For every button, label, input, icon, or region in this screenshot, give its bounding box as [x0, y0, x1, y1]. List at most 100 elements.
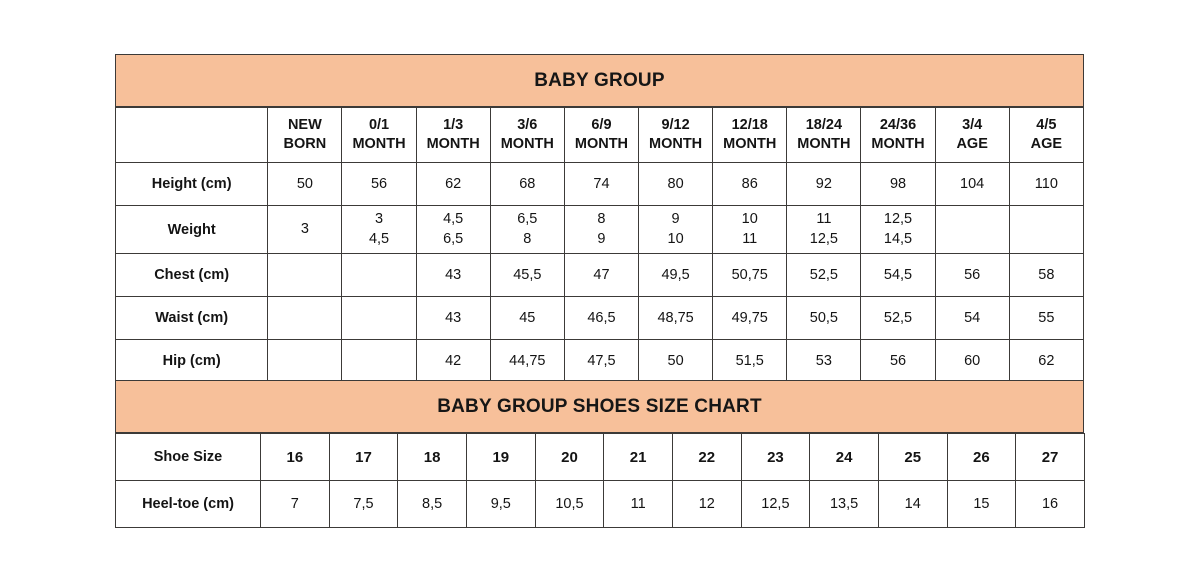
cell-value-line2: 11 [742, 230, 758, 247]
cell-shoe-size-19: 19 [465, 433, 536, 481]
column-header-24-36-month: 24/36 MONTH [860, 107, 936, 163]
column-header-line2: MONTH [871, 136, 925, 152]
cell-weight-3-6: 6,5 8 [489, 205, 565, 254]
cell-shoe-size-23: 23 [740, 433, 811, 481]
cell-heel-toe-24: 13,5 [809, 480, 879, 528]
cell-heel-toe-19: 9,5 [465, 480, 536, 528]
shoes-size-table: Shoe Size 16 17 18 19 20 21 22 23 24 25 … [115, 433, 1085, 528]
cell-shoe-size-24: 24 [809, 433, 879, 481]
cell-hip-3-4-age: 60 [934, 339, 1010, 383]
column-header-line1: 9/12 [661, 116, 690, 133]
cell-waist-newborn [267, 296, 343, 340]
cell-chest-4-5-age: 58 [1008, 253, 1085, 297]
column-header-newborn: NEW BORN [267, 107, 343, 163]
cell-height-3-4-age: 104 [934, 162, 1010, 206]
cell-height-4-5-age: 110 [1008, 162, 1085, 206]
cell-value-line1: 9 [671, 211, 680, 228]
cell-heel-toe-18: 8,5 [397, 480, 467, 528]
cell-chest-1-3: 43 [415, 253, 491, 297]
cell-weight-3-4-age [934, 205, 1010, 254]
cell-value-line1: 11 [816, 211, 832, 228]
cell-hip-12-18: 51,5 [712, 339, 788, 383]
cell-weight-4-5-age [1008, 205, 1085, 254]
cell-value-line2: 8 [523, 230, 532, 247]
cell-waist-24-36: 52,5 [860, 296, 936, 340]
cell-heel-toe-25: 14 [877, 480, 948, 528]
cell-value-line2: 14,5 [883, 230, 913, 247]
column-header-line1: 0/1 [368, 116, 390, 133]
cell-heel-toe-20: 10,5 [534, 480, 605, 528]
cell-weight-9-12: 9 10 [638, 205, 714, 254]
row-label-weight: Weight [114, 205, 269, 254]
cell-heel-toe-17: 7,5 [328, 480, 399, 528]
cell-value-line1: 3 [374, 211, 384, 228]
column-header-1-3-month: 1/3 MONTH [415, 107, 491, 163]
column-header-6-9-month: 6/9 MONTH [563, 107, 640, 163]
table-row: Hip (cm) 42 44,75 47,5 50 51,5 53 56 60 … [114, 339, 1085, 383]
cell-chest-24-36: 54,5 [860, 253, 936, 297]
cell-weight-24-36: 12,5 14,5 [860, 205, 936, 254]
cell-chest-12-18: 50,75 [712, 253, 788, 297]
row-label-shoe-size: Shoe Size [115, 433, 261, 481]
cell-weight-6-9: 8 9 [563, 205, 640, 254]
cell-waist-9-12: 48,75 [638, 296, 714, 340]
cell-weight-1-3: 4,5 6,5 [415, 205, 491, 254]
cell-waist-3-4-age: 54 [934, 296, 1010, 340]
cell-height-18-24: 92 [786, 162, 862, 206]
cell-hip-newborn [267, 339, 343, 383]
cell-chest-6-9: 47 [563, 253, 640, 297]
cell-value-line1: 12,5 [883, 211, 913, 228]
cell-hip-18-24: 53 [786, 339, 862, 383]
cell-chest-18-24: 52,5 [786, 253, 862, 297]
column-header-line2: MONTH [797, 136, 851, 152]
cell-chest-3-4-age: 56 [934, 253, 1010, 297]
cell-chest-0-1 [341, 253, 417, 297]
cell-hip-4-5-age: 62 [1008, 339, 1085, 383]
row-label-waist: Waist (cm) [114, 296, 269, 340]
cell-chest-newborn [267, 253, 343, 297]
column-header-line1: 4/5 [1036, 116, 1057, 133]
table-row: Shoe Size 16 17 18 19 20 21 22 23 24 25 … [115, 433, 1085, 481]
cell-value-line1: 10 [741, 211, 758, 228]
cell-value-line2: 4,5 [368, 230, 390, 247]
baby-group-title-bar: BABY GROUP [115, 54, 1084, 107]
cell-waist-0-1 [341, 296, 417, 340]
cell-height-3-6: 68 [489, 162, 565, 206]
cell-height-9-12: 80 [638, 162, 714, 206]
table-row: Weight 3 3 4,5 4,5 6,5 6,5 8 [114, 205, 1085, 254]
column-header-line2: BORN [283, 136, 327, 152]
cell-height-newborn: 50 [267, 162, 343, 206]
column-header-line1: 24/36 [879, 116, 917, 133]
column-header-line2: AGE [1030, 136, 1063, 152]
column-header-0-1-month: 0/1 MONTH [341, 107, 417, 163]
baby-group-chart-block: BABY GROUP NEW BORN 0/1 MONTH [114, 54, 1085, 383]
table-row: Waist (cm) 43 45 46,5 48,75 49,75 50,5 5… [114, 296, 1085, 340]
column-header-line2: MONTH [723, 136, 777, 152]
column-header-line1: 1/3 [443, 116, 464, 133]
cell-shoe-size-26: 26 [946, 433, 1017, 481]
cell-value-line2: 10 [667, 230, 684, 247]
table-row: Height (cm) 50 56 62 68 74 80 86 92 98 1… [114, 162, 1085, 206]
cell-hip-6-9: 47,5 [563, 339, 640, 383]
column-header-12-18-month: 12/18 MONTH [712, 107, 788, 163]
cell-shoe-size-27: 27 [1015, 433, 1085, 481]
cell-value-line1: 8 [597, 211, 606, 228]
cell-shoe-size-22: 22 [671, 433, 742, 481]
cell-weight-18-24: 11 12,5 [786, 205, 862, 254]
cell-hip-3-6: 44,75 [489, 339, 565, 383]
cell-value-line1: 3 [300, 220, 309, 237]
table-row: Heel-toe (cm) 7 7,5 8,5 9,5 10,5 11 12 1… [115, 480, 1085, 528]
column-header-4-5-age: 4/5 AGE [1008, 107, 1085, 163]
column-header-line1: 3/4 [962, 116, 983, 133]
cell-height-24-36: 98 [860, 162, 936, 206]
column-header-3-6-month: 3/6 MONTH [489, 107, 565, 163]
column-header-line1: NEW [287, 116, 322, 133]
column-header-9-12-month: 9/12 MONTH [638, 107, 714, 163]
cell-shoe-size-16: 16 [260, 433, 330, 481]
row-header-blank [114, 107, 269, 163]
cell-heel-toe-23: 12,5 [740, 480, 811, 528]
cell-heel-toe-21: 11 [603, 480, 673, 528]
cell-value-line2: 9 [597, 230, 606, 247]
cell-hip-1-3: 42 [415, 339, 491, 383]
column-header-line2: MONTH [426, 136, 480, 152]
